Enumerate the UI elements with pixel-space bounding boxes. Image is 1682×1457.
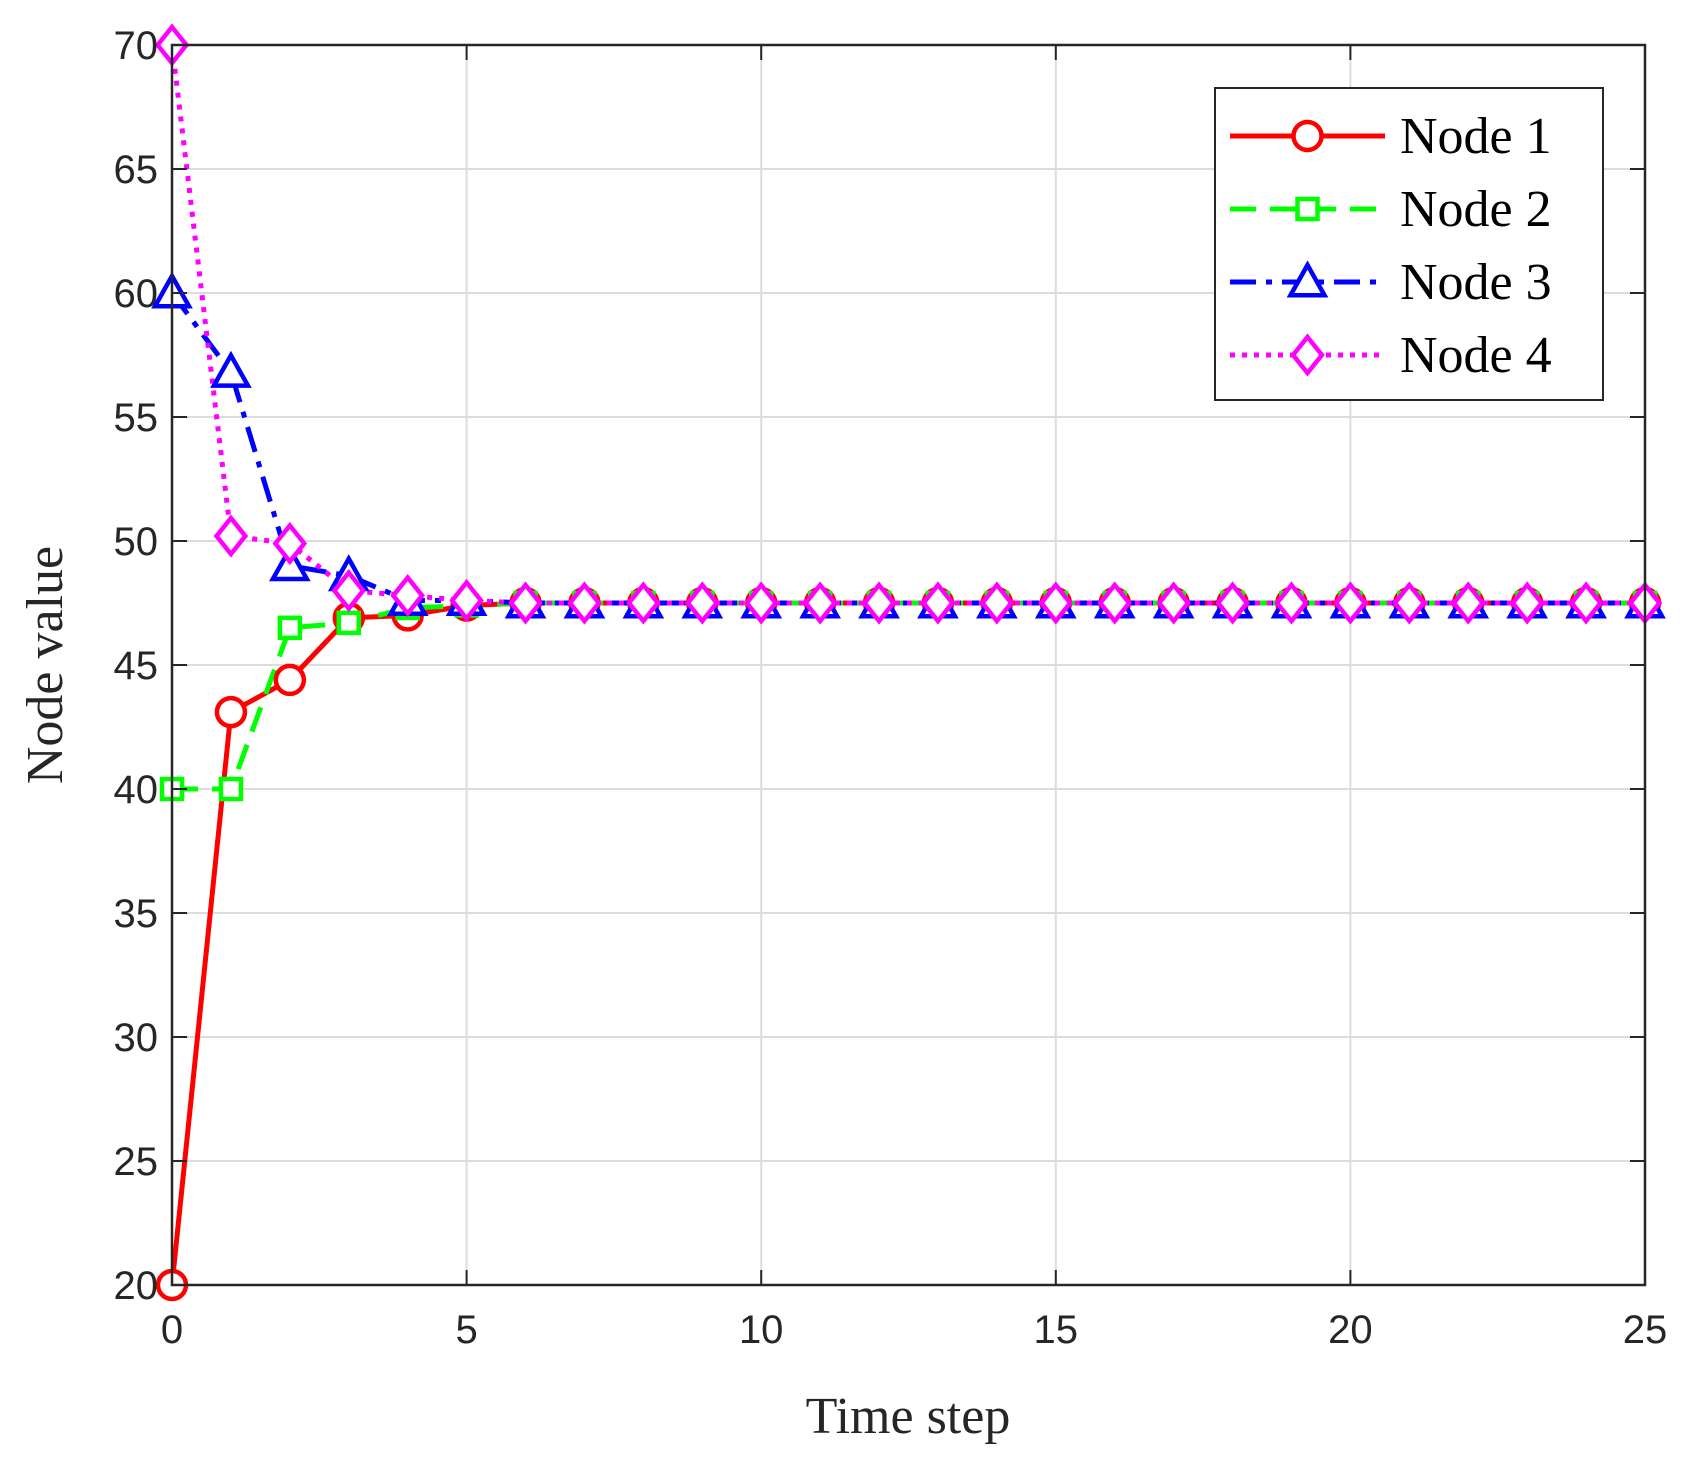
- legend-label: Node 4: [1400, 327, 1552, 384]
- x-tick-label: 10: [739, 1308, 784, 1352]
- data-point: [979, 581, 1015, 625]
- data-point: [272, 521, 308, 566]
- data-point: [684, 581, 720, 625]
- series-markers: [151, 23, 1666, 1302]
- data-point: [1038, 581, 1074, 625]
- y-tick-label: 45: [114, 644, 159, 688]
- y-tick-label: 50: [114, 520, 159, 564]
- x-axis-title: Time step: [806, 1388, 1011, 1445]
- legend-marker: [1290, 333, 1325, 377]
- data-point: [213, 514, 249, 558]
- data-point: [277, 615, 303, 641]
- data-point: [1097, 581, 1133, 625]
- legend-label: Node 3: [1400, 254, 1552, 311]
- data-point: [508, 581, 543, 625]
- legend-item: Node 1: [1230, 108, 1552, 165]
- legend-label: Node 2: [1400, 181, 1552, 238]
- data-point: [626, 581, 661, 625]
- data-point: [920, 581, 956, 625]
- x-tick-label: 25: [1623, 1308, 1668, 1352]
- y-tick-label: 65: [114, 148, 159, 192]
- y-tick-label: 60: [114, 272, 159, 316]
- x-tick-label: 15: [1034, 1308, 1079, 1352]
- legend-marker: [1295, 196, 1320, 222]
- legend-box: [1214, 87, 1604, 401]
- y-tick-label: 35: [114, 892, 159, 936]
- data-point: [567, 581, 602, 625]
- y-tick-label: 20: [114, 1264, 159, 1308]
- data-point: [390, 573, 425, 618]
- y-tick-label: 25: [114, 1140, 159, 1184]
- legend-label: Node 1: [1400, 108, 1552, 165]
- series-markers-node-4: [154, 23, 1663, 625]
- data-point: [743, 581, 779, 625]
- data-point: [1568, 581, 1604, 625]
- data-point: [802, 581, 838, 625]
- data-point: [336, 610, 362, 636]
- data-point: [1274, 581, 1309, 625]
- data-point: [1392, 581, 1427, 625]
- data-point: [1333, 581, 1368, 625]
- y-tick-label: 55: [114, 396, 159, 440]
- legend-marker: [1291, 119, 1324, 153]
- data-point: [1450, 581, 1486, 625]
- y-tick-label: 30: [114, 1016, 159, 1060]
- legend-item: Node 3: [1230, 254, 1552, 311]
- axis-ticks: [171, 44, 1646, 1286]
- data-point: [1215, 581, 1250, 625]
- x-tick-label: 20: [1328, 1308, 1373, 1352]
- data-point: [449, 578, 484, 623]
- data-point: [861, 581, 897, 625]
- data-point: [214, 695, 248, 729]
- data-point: [218, 776, 244, 802]
- x-tick-label: 0: [161, 1308, 183, 1352]
- data-point: [1509, 581, 1545, 625]
- grid: [172, 45, 1645, 1285]
- data-point: [273, 663, 307, 697]
- data-point: [1156, 581, 1191, 625]
- legend-marker: [1286, 260, 1329, 298]
- legend-item: Node 2: [1230, 181, 1552, 238]
- axis-tick-labels: 0 5 10 15 20 25 20 25 30 35 40 45 50 55 60 65 70: [114, 24, 1668, 1352]
- data-point: [210, 350, 252, 388]
- legend-item: Node 4: [1230, 327, 1552, 384]
- y-tick-label: 70: [114, 24, 159, 68]
- data-point: [331, 568, 367, 613]
- x-tick-label: 5: [455, 1308, 477, 1352]
- y-tick-label: 40: [114, 768, 159, 812]
- y-axis-title: Node value: [17, 546, 74, 784]
- legend: Node 1 Node 2 Node 3 Node 4: [1214, 87, 1604, 401]
